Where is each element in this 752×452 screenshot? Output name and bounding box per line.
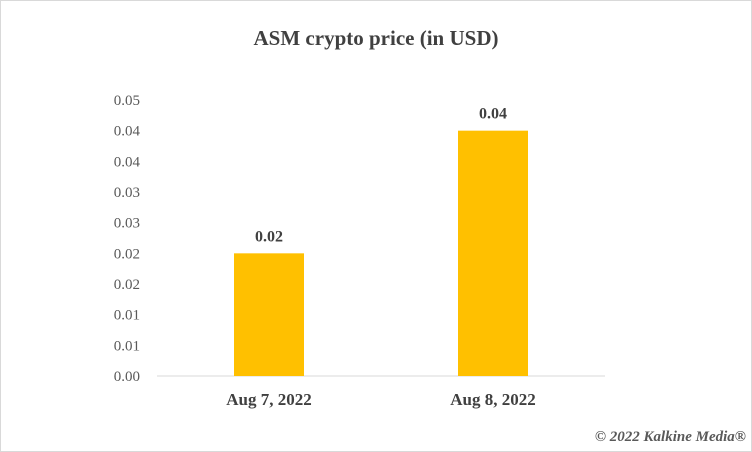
data-label: 0.04: [479, 106, 507, 123]
y-tick-label: 0.04: [114, 124, 141, 140]
y-tick-label: 0.00: [114, 369, 140, 385]
y-tick-label: 0.01: [114, 338, 140, 354]
y-tick-label: 0.04: [114, 154, 141, 170]
y-tick-label: 0.03: [114, 216, 140, 232]
watermark: © 2022 Kalkine Media®: [594, 429, 746, 445]
x-tick-label: Aug 7, 2022: [226, 390, 311, 409]
y-tick-label: 0.01: [114, 308, 140, 324]
y-tick-label: 0.02: [114, 246, 140, 262]
y-tick-label: 0.03: [114, 185, 140, 201]
x-tick-label: Aug 8, 2022: [450, 390, 535, 409]
bar: [458, 130, 528, 376]
data-label: 0.02: [255, 228, 283, 245]
bar: [234, 253, 304, 376]
chart-title: ASM crypto price (in USD): [253, 26, 499, 50]
y-tick-label: 0.02: [114, 277, 140, 293]
y-tick-label: 0.05: [114, 93, 140, 109]
